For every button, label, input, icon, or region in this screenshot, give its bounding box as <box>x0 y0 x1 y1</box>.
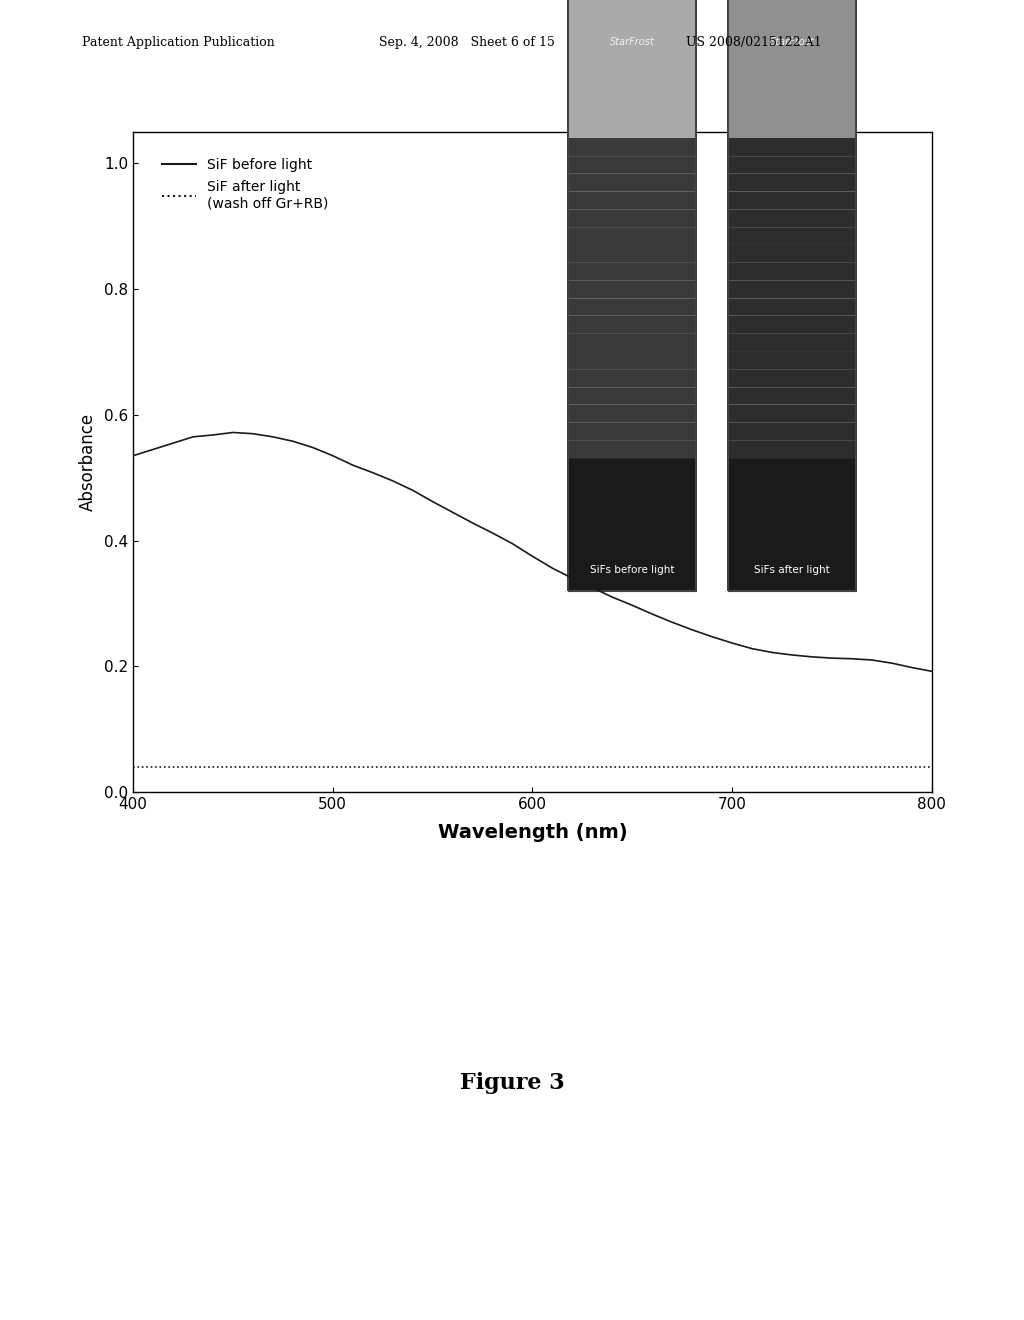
Bar <box>568 137 696 458</box>
Text: Figure 3: Figure 3 <box>460 1072 564 1094</box>
Bar <box>728 0 856 137</box>
Bar <box>728 137 856 458</box>
Bar <box>568 458 696 591</box>
Text: StarFrost: StarFrost <box>770 37 814 46</box>
Text: Sep. 4, 2008   Sheet 6 of 15: Sep. 4, 2008 Sheet 6 of 15 <box>379 36 555 49</box>
Bar <box>568 0 696 591</box>
Text: StarFrost: StarFrost <box>610 37 654 46</box>
Legend: SiF before light, SiF after light
(wash off Gr+RB): SiF before light, SiF after light (wash … <box>156 152 335 215</box>
Text: SiFs after light: SiFs after light <box>755 565 829 576</box>
Y-axis label: Absorbance: Absorbance <box>79 413 97 511</box>
Text: SiFs before light: SiFs before light <box>590 565 675 576</box>
Text: US 2008/0215122 A1: US 2008/0215122 A1 <box>686 36 821 49</box>
Bar <box>728 458 856 591</box>
Text: Patent Application Publication: Patent Application Publication <box>82 36 274 49</box>
X-axis label: Wavelength (nm): Wavelength (nm) <box>437 822 628 842</box>
Bar <box>728 0 856 591</box>
Bar <box>568 0 696 137</box>
